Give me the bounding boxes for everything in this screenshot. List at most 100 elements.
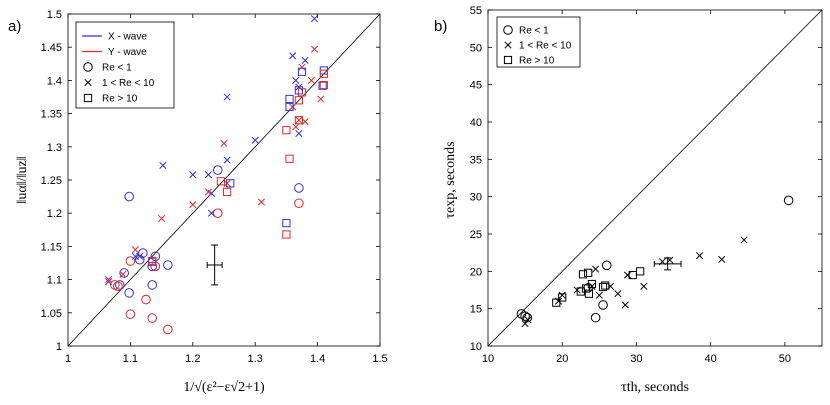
a-point-cross bbox=[105, 278, 113, 286]
b-x-tick-label: 50 bbox=[779, 353, 791, 365]
b-point-cross bbox=[524, 316, 532, 324]
b-point-cross bbox=[592, 265, 600, 273]
a-x-tick-label: 1.1 bbox=[123, 353, 138, 365]
a-point-cross bbox=[307, 76, 315, 84]
b-point-square bbox=[584, 268, 593, 277]
b-legend-square-marker bbox=[503, 55, 513, 65]
a-point-square bbox=[297, 67, 307, 76]
panel-b-label: b) bbox=[434, 18, 447, 35]
a-x-tick-label: 1.3 bbox=[248, 353, 263, 365]
a-legend-circle-marker bbox=[83, 62, 93, 72]
a-point-square bbox=[223, 187, 232, 197]
a-point-cross bbox=[295, 116, 303, 124]
a-point-cross bbox=[207, 209, 216, 217]
a-point-circle bbox=[124, 288, 134, 298]
a-point-square bbox=[216, 177, 225, 186]
b-legend-label: Re > 10 bbox=[519, 56, 555, 67]
b-y-tick-label: 10 bbox=[470, 341, 482, 353]
b-y-tick-label: 30 bbox=[470, 192, 482, 204]
a-y-tick-label: 1.5 bbox=[47, 9, 62, 21]
a-point-circle bbox=[119, 268, 129, 278]
a-point-square bbox=[285, 94, 294, 104]
panel-b-legend: Re < 1 1 < Re < 10 Re > 10 bbox=[496, 16, 581, 68]
b-point-cross bbox=[614, 290, 622, 298]
b-point-circle bbox=[520, 311, 530, 321]
a-point-square bbox=[297, 88, 307, 97]
a-legend-label: Re > 10 bbox=[102, 94, 138, 105]
b-point-square bbox=[576, 287, 585, 296]
b-legend-circle-marker bbox=[503, 25, 513, 35]
a-legend-square-marker bbox=[83, 93, 93, 103]
a-point-square bbox=[285, 102, 294, 112]
a-point-square bbox=[226, 179, 235, 188]
b-point-cross bbox=[640, 282, 648, 290]
b-y-tick-label: 25 bbox=[470, 229, 482, 241]
panel-a-legend: X - wave Y - wave Re < 1 1 < Re < 10 Re > 10 bbox=[75, 21, 175, 109]
a-x-tick-label: 1 bbox=[65, 353, 71, 365]
panel-a-label: a) bbox=[8, 18, 21, 35]
b-point-cross bbox=[623, 271, 632, 279]
a-point-cross bbox=[292, 76, 300, 84]
a-point-cross bbox=[223, 156, 231, 164]
a-point-circle bbox=[141, 294, 151, 305]
a-point-circle bbox=[147, 261, 158, 272]
a-point-square bbox=[282, 219, 291, 228]
a-point-square bbox=[282, 126, 291, 135]
b-legend-cross-marker bbox=[504, 41, 512, 49]
b-point-square bbox=[578, 270, 588, 279]
b-legend-label: 1 < Re < 10 bbox=[519, 41, 572, 52]
b-point-square bbox=[581, 284, 591, 293]
b-point-square bbox=[601, 281, 610, 290]
a-point-cross bbox=[292, 123, 300, 131]
a-point-cross bbox=[204, 188, 212, 196]
a-legend-cross-marker bbox=[84, 78, 92, 87]
a-x-tick-label: 1.2 bbox=[185, 353, 200, 365]
a-point-cross bbox=[220, 139, 228, 148]
a-x-tick-label: 1.4 bbox=[310, 353, 325, 365]
a-point-cross bbox=[257, 198, 265, 206]
b-y-tick-label: 20 bbox=[470, 266, 482, 278]
a-point-circle bbox=[147, 280, 158, 290]
a-point-cross bbox=[289, 52, 297, 60]
a-point-cross bbox=[158, 214, 166, 223]
b-point-cross bbox=[621, 301, 629, 309]
b-point-square bbox=[552, 298, 561, 307]
a-legend-label: Re < 1 bbox=[102, 63, 132, 74]
a-point-circle bbox=[294, 183, 304, 193]
a-point-cross bbox=[310, 15, 319, 23]
b-point-circle bbox=[598, 300, 608, 310]
b-reference-line bbox=[487, 9, 823, 347]
panel-a-y-axis-label: ‖uα‖/‖uz‖ bbox=[15, 156, 30, 203]
a-point-circle bbox=[125, 256, 136, 266]
a-point-circle bbox=[113, 281, 123, 292]
a-y-tick-label: 1.45 bbox=[41, 42, 62, 54]
b-point-cross bbox=[606, 282, 615, 290]
b-point-square bbox=[636, 267, 645, 276]
a-point-square bbox=[318, 81, 327, 90]
a-point-square bbox=[285, 154, 294, 163]
a-point-square bbox=[319, 69, 328, 78]
a-point-cross bbox=[136, 252, 144, 260]
a-point-circle bbox=[134, 254, 145, 265]
b-y-tick-label: 15 bbox=[470, 304, 482, 316]
panel-b-legend-box bbox=[496, 16, 581, 68]
a-point-circle bbox=[125, 309, 136, 319]
a-point-square bbox=[148, 256, 157, 266]
a-point-circle bbox=[163, 324, 173, 335]
a-point-cross bbox=[301, 118, 309, 126]
a-point-cross bbox=[301, 56, 309, 65]
a-point-square bbox=[282, 230, 291, 239]
panel-b-chart: b) 10 20 30 40 50 10 15 20 25 30 35 40 45 50 55 Re < 1… bbox=[434, 5, 823, 395]
a-point-cross bbox=[223, 93, 231, 101]
b-point-cross bbox=[521, 320, 529, 328]
a-x-tick-label: 1.5 bbox=[372, 353, 387, 365]
a-point-cross bbox=[105, 276, 113, 284]
panel-b-y-axis-label: τexp, seconds bbox=[443, 141, 458, 218]
b-point-square bbox=[587, 279, 597, 289]
a-point-cross bbox=[204, 171, 212, 179]
a-point-cross bbox=[251, 136, 259, 144]
a-y-tick-label: 1.25 bbox=[41, 175, 62, 187]
a-y-tick-label: 1.3 bbox=[47, 142, 62, 154]
a-point-cross bbox=[189, 171, 197, 179]
a-point-circle bbox=[212, 165, 223, 175]
